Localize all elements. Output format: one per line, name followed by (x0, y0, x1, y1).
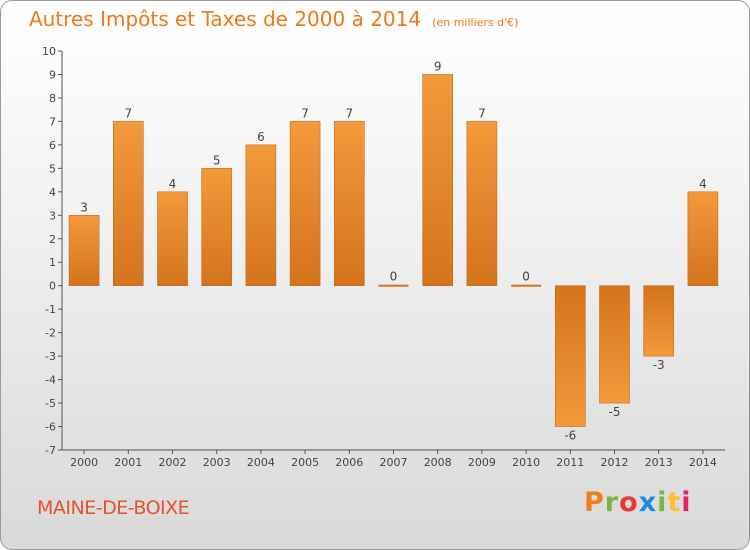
x-tick-label: 2011 (556, 456, 584, 469)
bar (68, 214, 100, 287)
x-tick-label: 2001 (114, 456, 142, 469)
chart-header: Autres Impôts et Taxes de 2000 à 2014 (e… (29, 7, 518, 31)
y-tick-label: -5 (45, 397, 56, 410)
proxiti-logo: Proxiti (584, 487, 692, 518)
logo-letter: i (681, 487, 692, 518)
bar (422, 74, 454, 287)
bar (201, 168, 232, 287)
data-label: 7 (345, 106, 353, 120)
bar (113, 121, 144, 287)
chart-title: Autres Impôts et Taxes de 2000 à 2014 (29, 7, 422, 31)
y-tick-label: 7 (49, 115, 56, 128)
data-label: -5 (609, 405, 621, 419)
data-label: -6 (564, 429, 576, 443)
x-tick-label: 2008 (424, 456, 452, 469)
logo-letter: x (638, 487, 658, 518)
y-tick-label: 10 (42, 45, 56, 58)
logo-letter: r (604, 487, 620, 518)
bar (378, 284, 409, 287)
x-tick-label: 2010 (512, 456, 540, 469)
x-tick-label: 2000 (70, 456, 98, 469)
data-label: 5 (213, 153, 221, 167)
bar (289, 121, 321, 287)
y-tick-label: 4 (49, 186, 56, 199)
data-label: 0 (390, 270, 398, 284)
data-label: 3 (80, 200, 88, 214)
place-name: MAINE-DE-BOIXE (37, 497, 190, 519)
data-label: 0 (522, 270, 530, 284)
x-tick-label: 2006 (335, 456, 363, 469)
data-label: 7 (301, 106, 309, 120)
logo-letter: i (657, 487, 668, 518)
x-tick-label: 2003 (203, 456, 231, 469)
data-label: 7 (124, 106, 132, 120)
bar (687, 191, 719, 287)
data-label: 4 (699, 177, 707, 191)
x-tick-label: 2014 (689, 456, 717, 469)
y-tick-label: 1 (49, 256, 56, 269)
bar (157, 191, 188, 287)
y-tick-label: -1 (45, 303, 56, 316)
bar (245, 144, 277, 287)
y-tick-label: 6 (49, 139, 56, 152)
bar (599, 285, 630, 404)
x-tick-label: 2013 (645, 456, 673, 469)
y-tick-label: -7 (45, 444, 56, 457)
y-tick-label: -6 (45, 421, 56, 434)
bar (643, 285, 675, 357)
y-tick-label: 3 (49, 209, 56, 222)
data-label: 9 (434, 59, 442, 73)
x-tick-label: 2002 (159, 456, 187, 469)
y-tick-label: 9 (49, 68, 56, 81)
y-tick-label: 5 (49, 162, 56, 175)
y-tick-label: 2 (49, 233, 56, 246)
x-tick-label: 2007 (380, 456, 408, 469)
chart-subtitle: (en milliers d'€) (432, 16, 519, 29)
bar (511, 284, 542, 287)
y-tick-label: -4 (45, 374, 56, 387)
y-tick-label: 0 (49, 280, 56, 293)
y-tick-label: 8 (49, 92, 56, 105)
x-tick-label: 2004 (247, 456, 275, 469)
y-tick-label: -2 (45, 327, 56, 340)
logo-letter: o (619, 487, 639, 518)
data-label: 7 (478, 106, 486, 120)
x-tick-label: 2009 (468, 456, 496, 469)
logo-letter: P (584, 487, 605, 518)
logo-letter: t (667, 487, 682, 518)
x-tick-label: 2005 (291, 456, 319, 469)
data-label: 4 (169, 177, 177, 191)
bar (554, 285, 586, 427)
x-tick-label: 2012 (601, 456, 629, 469)
bar (466, 121, 498, 287)
data-label: -3 (653, 358, 665, 372)
data-label: 6 (257, 130, 265, 144)
bar (333, 121, 365, 287)
y-tick-label: -3 (45, 350, 56, 363)
